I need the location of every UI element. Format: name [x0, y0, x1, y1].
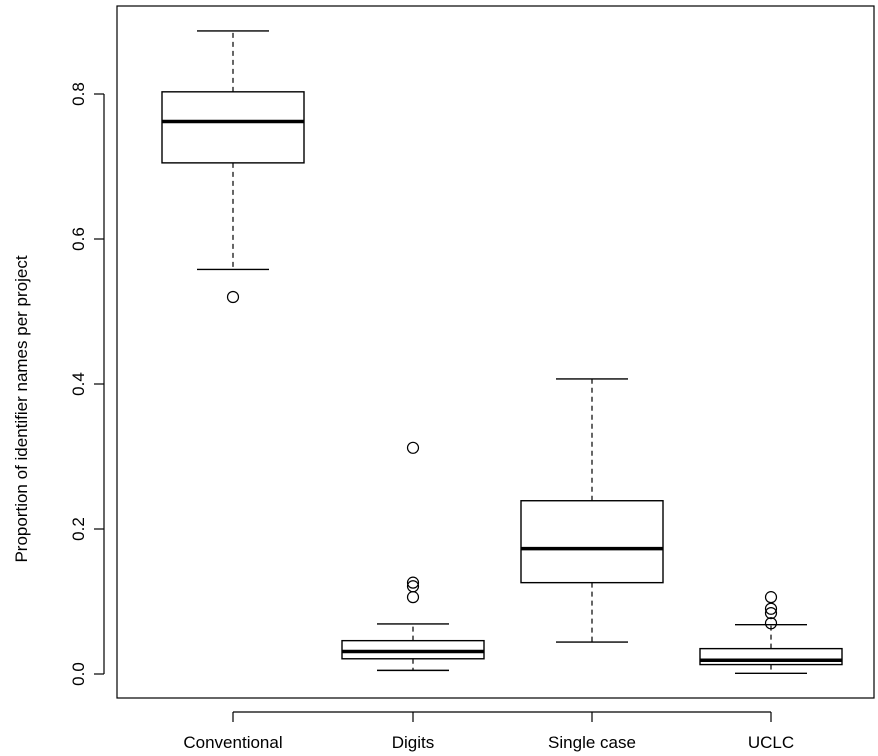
y-axis-label: Proportion of identifier names per proje…	[12, 255, 31, 562]
boxes-layer	[161, 30, 843, 674]
y-tick-label: 0.4	[69, 372, 88, 396]
interquartile-box	[520, 500, 664, 584]
interquartile-box	[699, 647, 843, 666]
box-digits	[341, 441, 485, 672]
box-single-case	[520, 378, 664, 643]
x-tick-label: Digits	[392, 733, 435, 752]
x-tick-label: UCLC	[748, 733, 794, 752]
outlier-point	[406, 576, 420, 589]
outlier-point	[764, 606, 778, 620]
outlier-point	[226, 290, 240, 304]
x-axis: Conventional Digits Single case UCLC	[183, 711, 794, 752]
box-conventional	[161, 30, 305, 304]
x-tick-label: Conventional	[183, 733, 282, 752]
y-tick-label: 0.6	[69, 227, 88, 251]
y-tick-label: 0.8	[69, 82, 88, 106]
y-axis: 0.0 0.2 0.4 0.6 0.8	[69, 82, 105, 686]
plot-frame	[116, 5, 875, 699]
interquartile-box	[341, 639, 485, 660]
interquartile-box	[161, 91, 305, 164]
outlier-point	[406, 441, 420, 454]
outlier-point	[764, 591, 778, 604]
y-tick-label: 0.0	[69, 662, 88, 686]
box-uclc	[699, 591, 843, 674]
outlier-point	[406, 591, 420, 604]
outlier-point	[764, 617, 778, 630]
y-tick-label: 0.2	[69, 517, 88, 541]
x-tick-label: Single case	[548, 733, 636, 752]
outlier-point	[764, 602, 778, 615]
